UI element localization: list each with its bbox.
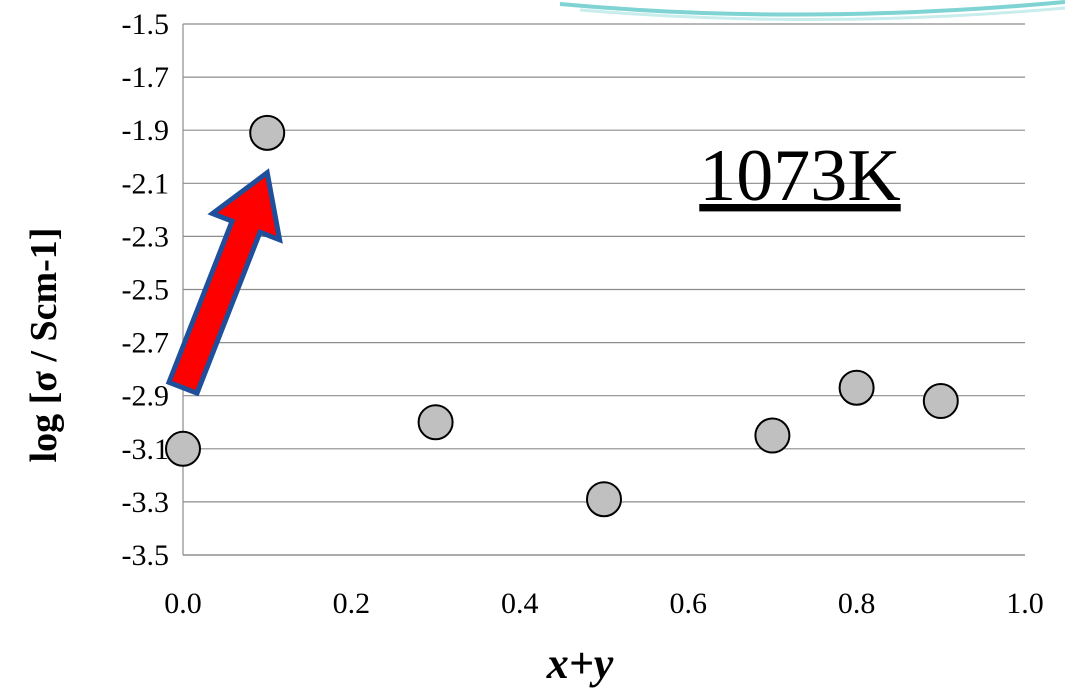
x-axis-label: x+y bbox=[546, 639, 614, 688]
data-point bbox=[586, 481, 622, 518]
data-point bbox=[754, 417, 791, 454]
y-tick-label: -3.1 bbox=[122, 433, 170, 466]
data-point bbox=[417, 404, 454, 441]
y-axis-label: log [σ / Scm-1] bbox=[23, 228, 65, 463]
y-tick-label: -1.7 bbox=[122, 61, 170, 94]
x-tick-label: 0.2 bbox=[333, 587, 371, 620]
data-points bbox=[165, 114, 959, 518]
x-tick-label: 0.0 bbox=[164, 587, 202, 620]
x-tick-label: 0.8 bbox=[838, 587, 876, 620]
y-tick-label: -2.9 bbox=[122, 380, 170, 413]
y-tick-labels: -1.5 -1.7 -1.9 -2.1 -2.3 -2.5 -2.7 -2.9 -3.1 -3.3… bbox=[122, 8, 170, 572]
y-tick-label: -2.1 bbox=[122, 167, 170, 200]
y-tick-label: -2.3 bbox=[122, 220, 170, 253]
y-tick-label: -1.9 bbox=[122, 114, 170, 147]
y-tick-label: -2.7 bbox=[122, 327, 170, 360]
data-point bbox=[165, 430, 201, 467]
arrow-layer bbox=[165, 168, 283, 397]
x-tick-label: 0.6 bbox=[669, 587, 707, 620]
x-tick-label: 0.4 bbox=[501, 587, 539, 620]
x-tick-label: 1.0 bbox=[1006, 587, 1044, 620]
decorative-swoosh-shadow bbox=[579, 6, 1065, 22]
gridlines bbox=[183, 23, 1025, 556]
red-arrow bbox=[165, 168, 283, 397]
data-point bbox=[922, 383, 959, 420]
y-tick-label: -1.5 bbox=[122, 8, 170, 41]
decorative-swoosh bbox=[559, 0, 1065, 17]
y-tick-label: -3.5 bbox=[122, 539, 170, 572]
y-tick-label: -3.3 bbox=[122, 486, 170, 519]
data-point bbox=[249, 114, 286, 151]
data-point bbox=[838, 369, 875, 406]
x-tick-labels: 0.0 0.2 0.4 0.6 0.8 1.0 bbox=[164, 587, 1044, 620]
y-tick-label: -2.5 bbox=[122, 274, 170, 307]
temperature-annotation: 1073K bbox=[699, 135, 900, 217]
